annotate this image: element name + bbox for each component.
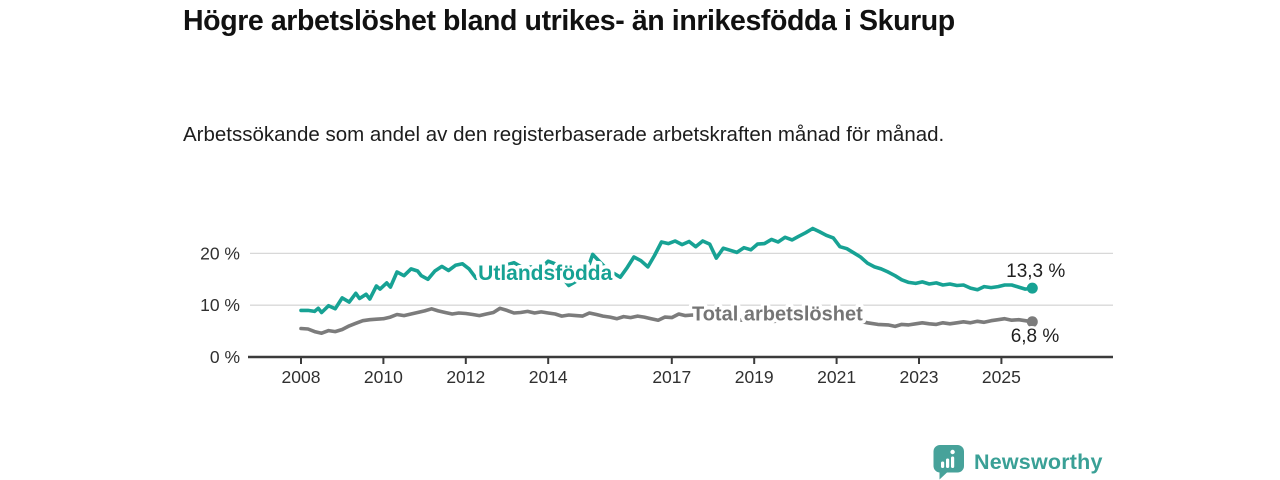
y-tick-label: 10 % bbox=[200, 295, 240, 315]
x-tick-label: 2008 bbox=[282, 367, 321, 387]
series-line-1 bbox=[299, 306, 1035, 336]
x-tick-label: 2017 bbox=[652, 367, 691, 387]
series-end-dot-0 bbox=[1026, 282, 1038, 294]
chart-title: Högre arbetslöshet bland utrikes- än inr… bbox=[183, 5, 955, 37]
newsworthy-wordmark: Newsworthy bbox=[974, 449, 1103, 474]
x-tick-label: 2014 bbox=[529, 367, 568, 387]
x-tick-label: 2021 bbox=[817, 367, 856, 387]
x-tick-label: 2012 bbox=[446, 367, 485, 387]
series-label-1: Total arbetslöshet bbox=[692, 303, 863, 325]
newsworthy-logo-icon bbox=[933, 445, 964, 480]
x-tick-label: 2019 bbox=[735, 367, 774, 387]
newsworthy-logo: Newsworthy bbox=[932, 444, 1103, 480]
series-line-0 bbox=[299, 226, 1035, 315]
series-end-value-0: 13,3 % bbox=[1006, 261, 1065, 282]
y-tick-label: 0 % bbox=[210, 347, 240, 367]
series-end-value-1: 6,8 % bbox=[1011, 326, 1060, 347]
series-end-dot-1 bbox=[1026, 316, 1038, 328]
chart-subtitle: Arbetssökande som andel av den registerb… bbox=[183, 123, 945, 146]
x-tick-label: 2023 bbox=[900, 367, 939, 387]
x-tick-label: 2010 bbox=[364, 367, 403, 387]
x-tick-label: 2025 bbox=[982, 367, 1021, 387]
y-tick-label: 20 % bbox=[200, 243, 240, 263]
series-label-0: Utlandsfödda bbox=[478, 262, 612, 285]
